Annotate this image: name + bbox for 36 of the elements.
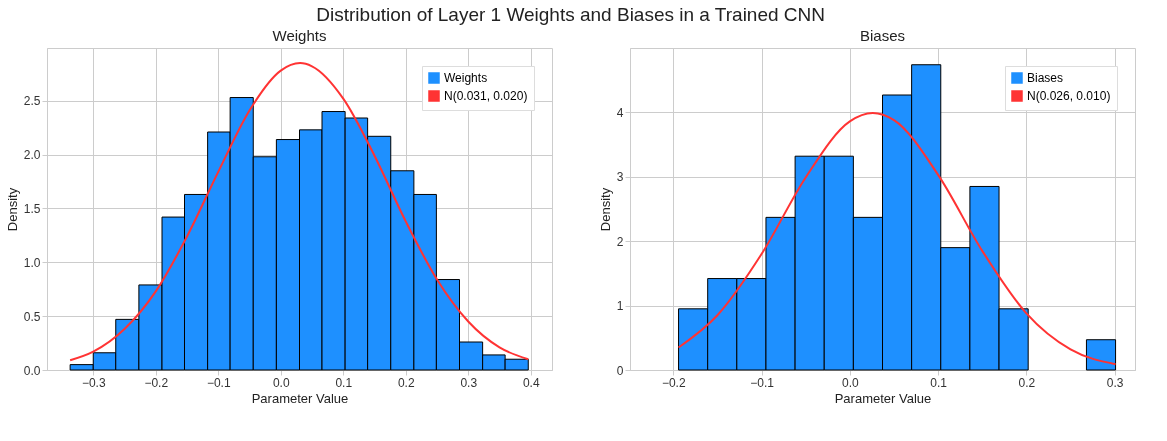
- x-tick-label: −0.2: [144, 375, 169, 390]
- y-tick-label: 2.5: [23, 94, 41, 109]
- legend-label: Weights: [444, 71, 488, 85]
- x-tick-label: 0.0: [841, 375, 859, 390]
- x-tick-label: 0.1: [335, 375, 353, 390]
- x-axis-title: Parameter Value: [834, 390, 932, 406]
- y-tick-label: 2: [616, 234, 624, 249]
- x-tick-label: −0.2: [661, 375, 686, 390]
- x-tick-label: 0.2: [1018, 375, 1036, 390]
- x-tick-label: −0.3: [81, 375, 106, 390]
- y-tick-label: 1.5: [23, 201, 41, 216]
- y-tick-label: 1.0: [23, 255, 41, 270]
- text: Distribution of Layer 1 Weights and Biases in a Trained CNN: [316, 3, 825, 25]
- x-tick-label: 0.3: [460, 375, 478, 390]
- y-axis-title: Density: [597, 187, 613, 232]
- x-axis-title: Parameter Value: [251, 390, 349, 406]
- y-axis-title: Density: [4, 187, 20, 232]
- y-tick-label: 0.5: [23, 309, 41, 324]
- y-tick-label: 1: [616, 299, 624, 314]
- x-tick-label: 0.1: [930, 375, 948, 390]
- y-tick-label: 4: [616, 105, 624, 120]
- x-tick-label: −0.1: [206, 375, 231, 390]
- chart-title: Weights: [272, 27, 327, 44]
- legend-label: Biases: [1027, 71, 1064, 85]
- legend-label: N(0.031, 0.020): [444, 89, 528, 103]
- y-tick-label: 0.0: [23, 363, 41, 378]
- y-tick-label: 0: [616, 363, 624, 378]
- x-tick-label: 0.3: [1106, 375, 1124, 390]
- legend-label: N(0.026, 0.010): [1027, 89, 1111, 103]
- y-tick-label: 3: [616, 170, 624, 185]
- x-tick-label: 0.0: [272, 375, 290, 390]
- chart-title: Biases: [859, 27, 906, 44]
- x-tick-label: −0.1: [750, 375, 775, 390]
- x-tick-label: 0.2: [397, 375, 415, 390]
- x-tick-label: 0.4: [522, 375, 540, 390]
- y-tick-label: 2.0: [23, 148, 41, 163]
